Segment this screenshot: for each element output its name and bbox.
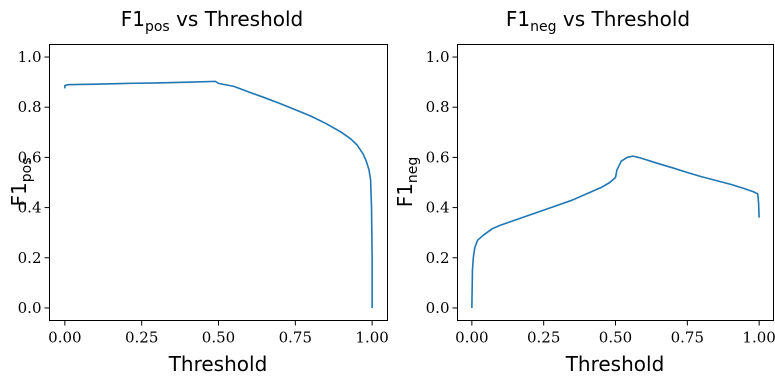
x-tick-label: 0.25 — [125, 329, 158, 347]
y-label-subscript: pos — [19, 158, 35, 183]
x-tick-label: 0.50 — [202, 329, 235, 347]
y-tick-label: 0.2 — [18, 249, 42, 267]
x-tick-label: 0.00 — [48, 329, 81, 347]
x-tick-label: 0.00 — [455, 329, 488, 347]
title-rest-text: vs Threshold — [170, 7, 304, 31]
chart-pos: F1pos vs Threshold 0.00 0.25 0.50 0.75 1.00 … — [7, 7, 389, 376]
series-line — [471, 155, 760, 308]
x-tick-label: 1.00 — [355, 329, 388, 347]
x-tick-label: 0.25 — [527, 329, 560, 347]
x-tick-label: 0.75 — [279, 329, 312, 347]
chart-title: F1pos vs Threshold — [121, 7, 304, 35]
x-axis-label: Threshold — [565, 352, 665, 376]
y-label-main: F1 — [393, 183, 417, 207]
y-label-main: F1 — [7, 182, 31, 206]
x-tick-label: 0.75 — [671, 329, 704, 347]
y-axis: 0.0 0.2 0.4 0.6 0.8 1.0 — [426, 48, 458, 317]
series-line — [64, 80, 373, 308]
title-rest-text: vs Threshold — [557, 7, 691, 31]
title-subscript: pos — [145, 19, 170, 35]
y-tick-label: 0.8 — [426, 98, 450, 116]
series-group — [64, 80, 373, 308]
x-axis: 0.00 0.25 0.50 0.75 1.00 — [455, 320, 775, 347]
x-tick-label: 1.00 — [742, 329, 775, 347]
y-tick-label: 0.0 — [426, 299, 450, 317]
title-main-text: F1 — [506, 7, 530, 31]
x-tick-label: 0.50 — [599, 329, 632, 347]
y-tick-label: 0.8 — [18, 98, 42, 116]
y-axis: 0.0 0.2 0.4 0.6 0.8 1.0 — [18, 48, 50, 317]
y-tick-label: 0.0 — [18, 299, 42, 317]
title-subscript: neg — [530, 19, 556, 35]
y-tick-label: 0.4 — [426, 199, 450, 217]
y-tick-label: 0.6 — [426, 148, 450, 166]
plot-area — [49, 44, 388, 321]
y-tick-label: 0.4 — [18, 199, 42, 217]
title-main-text: F1 — [121, 7, 145, 31]
y-axis-label: F1pos — [7, 158, 35, 207]
y-tick-label: 0.6 — [18, 148, 42, 166]
chart-title: F1neg vs Threshold — [506, 7, 690, 35]
y-tick-label: 0.2 — [426, 249, 450, 267]
chart-neg: F1neg vs Threshold 0.00 0.25 0.50 0.75 1.00 … — [393, 7, 775, 376]
x-axis: 0.00 0.25 0.50 0.75 1.00 — [48, 320, 389, 347]
series-group — [471, 155, 760, 308]
y-tick-label: 1.0 — [426, 48, 450, 66]
y-axis-label: F1neg — [393, 157, 421, 208]
x-axis-label: Threshold — [168, 352, 268, 376]
y-tick-label: 1.0 — [18, 48, 42, 66]
y-label-subscript: neg — [405, 157, 421, 183]
